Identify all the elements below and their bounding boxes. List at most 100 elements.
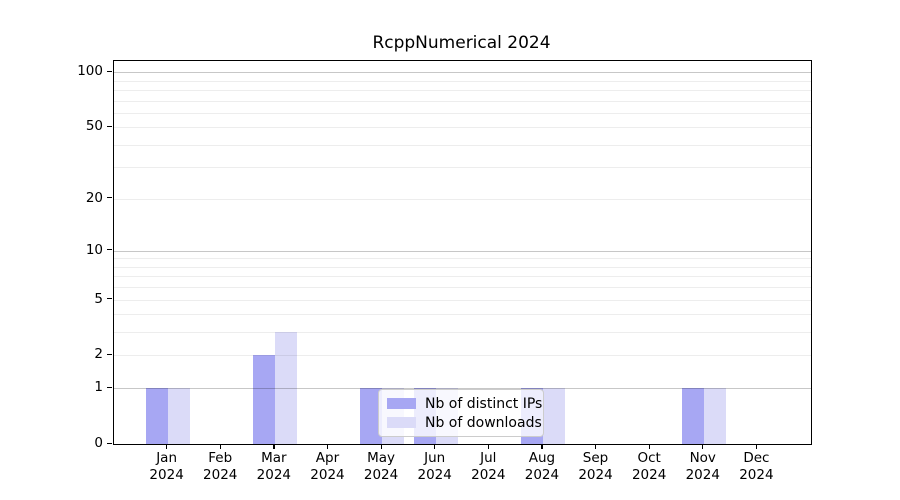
x-tick-year: 2024 [631, 467, 667, 483]
legend-entry-distinct-ips: Nb of distinct IPs [387, 396, 542, 412]
x-tick-mark [595, 444, 597, 449]
legend-label-downloads: Nb of downloads [425, 414, 542, 431]
x-tick-month: Mar [261, 450, 287, 466]
x-tick-mark [434, 444, 436, 449]
x-tick-month: Jan [156, 450, 178, 466]
bar-jan-distinct-ips [145, 388, 168, 444]
bar-mar-downloads [274, 332, 297, 444]
x-tick-month: May [367, 450, 396, 466]
x-tick-year: 2024 [417, 467, 452, 483]
major-gridline [114, 250, 811, 252]
minor-gridline [114, 276, 811, 278]
bar-may-distinct-ips [360, 388, 383, 444]
x-tick-label: Jun 2024 [400, 450, 470, 484]
y-tick-label: 0 [94, 435, 103, 451]
plot-area [113, 60, 812, 445]
minor-gridline [114, 144, 811, 146]
y-tick-label: 2 [94, 346, 103, 363]
bar-nov-distinct-ips [681, 388, 704, 444]
x-tick-label: Aug 2024 [507, 450, 577, 484]
y-tick-mark [107, 353, 112, 356]
bar-mar-distinct-ips [252, 355, 275, 444]
legend-swatch-downloads [387, 417, 416, 428]
y-tick-mark [107, 70, 112, 72]
minor-gridline [114, 258, 811, 260]
minor-gridline [114, 332, 811, 334]
x-tick-month: Sep [582, 450, 609, 466]
x-tick-year: 2024 [739, 467, 774, 483]
x-tick-mark [702, 444, 704, 449]
x-tick-label: Jan 2024 [132, 450, 202, 484]
y-tick-mark [107, 442, 112, 444]
x-tick-year: 2024 [524, 467, 560, 483]
minor-gridline [114, 314, 811, 316]
x-tick-mark [273, 444, 275, 449]
x-tick-month: Jun [424, 450, 446, 466]
minor-gridline [114, 80, 811, 82]
x-tick-mark [487, 444, 489, 449]
y-tick-label: 10 [85, 241, 103, 258]
x-tick-year: 2024 [578, 467, 613, 483]
x-tick-year: 2024 [203, 467, 238, 483]
minor-gridline [114, 198, 811, 200]
y-tick-mark [107, 249, 112, 251]
x-tick-month: Feb [208, 450, 233, 466]
x-tick-label: Jul 2024 [453, 450, 523, 484]
y-tick-mark [107, 386, 112, 388]
legend-label-distinct-ips: Nb of distinct IPs [425, 395, 543, 412]
x-tick-year: 2024 [256, 467, 292, 483]
legend: Nb of distinct IPs Nb of downloads [378, 389, 544, 437]
x-tick-label: Mar 2024 [239, 450, 309, 484]
bar-jan-downloads [167, 388, 190, 444]
bar-aug-downloads [542, 388, 565, 444]
legend-swatch-distinct-ips [387, 398, 416, 409]
x-tick-mark [541, 444, 543, 449]
minor-gridline [114, 89, 811, 91]
x-tick-month: Jul [480, 450, 497, 466]
x-tick-year: 2024 [310, 467, 345, 483]
x-tick-label: Dec 2024 [721, 450, 791, 484]
x-tick-label: Sep 2024 [561, 450, 631, 484]
x-tick-month: Dec [743, 450, 770, 466]
x-tick-mark [380, 444, 382, 449]
x-tick-year: 2024 [149, 467, 184, 483]
y-tick-label: 5 [94, 290, 103, 307]
x-tick-month: Apr [315, 450, 340, 466]
minor-gridline [114, 355, 811, 357]
x-tick-label: Apr 2024 [292, 450, 362, 484]
x-tick-year: 2024 [685, 467, 720, 483]
bar-nov-downloads [703, 388, 726, 444]
x-tick-month: Oct [637, 450, 661, 466]
y-tick-label: 100 [77, 63, 103, 80]
minor-gridline [114, 112, 811, 114]
y-tick-label: 50 [85, 118, 103, 135]
minor-gridline [114, 167, 811, 169]
x-tick-month: Nov [689, 450, 716, 466]
x-tick-year: 2024 [363, 467, 399, 483]
x-tick-mark [219, 444, 221, 449]
x-tick-mark [648, 444, 650, 449]
legend-entry-downloads: Nb of downloads [387, 415, 542, 431]
y-tick-label: 20 [85, 189, 103, 206]
y-tick-mark [107, 298, 112, 300]
minor-gridline [114, 266, 811, 268]
minor-gridline [114, 100, 811, 102]
y-tick-mark [107, 197, 112, 199]
minor-gridline [114, 127, 811, 129]
minor-gridline [114, 299, 811, 301]
x-tick-label: Oct 2024 [614, 450, 684, 484]
x-tick-month: Aug [528, 450, 556, 466]
x-tick-label: May 2024 [346, 450, 416, 484]
minor-gridline [114, 287, 811, 289]
x-tick-year: 2024 [471, 467, 506, 483]
x-tick-mark [326, 444, 329, 449]
chart-title: RcppNumerical 2024 [372, 33, 551, 53]
x-tick-mark [755, 444, 758, 449]
x-tick-label: Feb 2024 [185, 450, 255, 484]
x-tick-mark [166, 444, 168, 449]
y-tick-mark [107, 125, 112, 127]
x-tick-label: Nov 2024 [668, 450, 738, 484]
major-gridline [114, 72, 811, 74]
y-tick-label: 1 [94, 379, 103, 396]
